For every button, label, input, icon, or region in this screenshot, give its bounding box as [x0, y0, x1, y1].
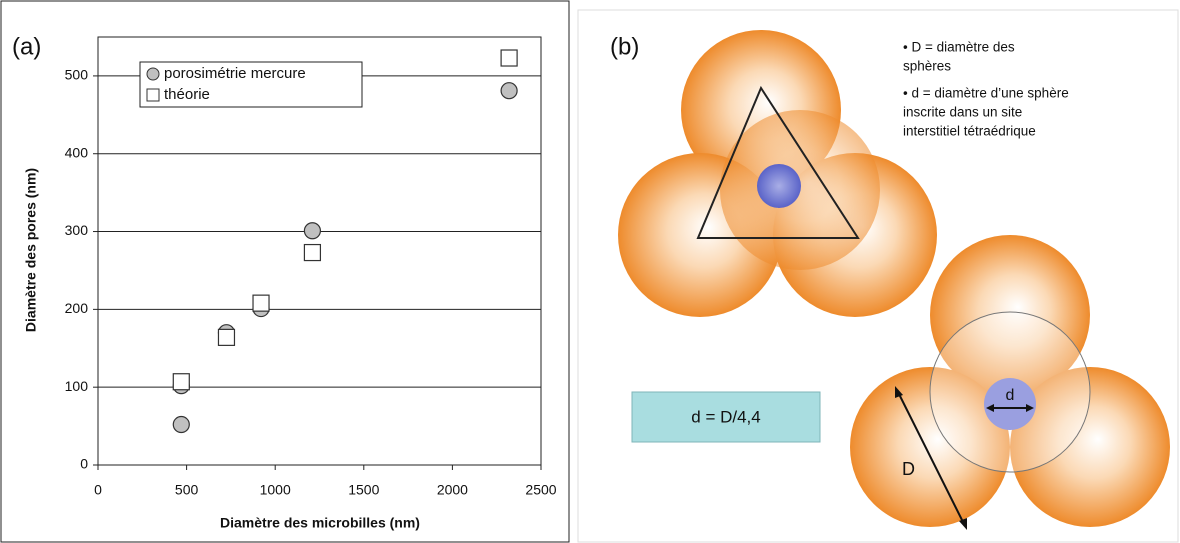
note-line: • d = diamètre d’une sphère — [903, 86, 1069, 101]
formula: d = D/4,4 — [691, 407, 760, 426]
y-tick-label: 0 — [80, 456, 88, 472]
legend-label: porosimétrie mercure — [164, 65, 306, 82]
point — [500, 49, 518, 67]
x-axis-label: Diamètre des microbilles (nm) — [220, 515, 420, 531]
arrow-head — [986, 404, 994, 412]
triangle — [696, 85, 860, 239]
legend-marker — [146, 67, 160, 81]
x-tick-label: 2500 — [525, 482, 556, 498]
point — [217, 328, 236, 346]
inner-sphere — [757, 164, 801, 208]
x-tick-label: 1500 — [348, 482, 379, 498]
x-tick-label: 2000 — [437, 482, 468, 498]
y-tick-label: 500 — [65, 67, 89, 83]
note-line: • D = diamètre des — [903, 40, 1015, 55]
x-tick-label: 1000 — [260, 482, 291, 498]
legend-label: théorie — [164, 86, 210, 103]
notes: • D = diamètre des sphères • d = diamètre … — [903, 40, 1069, 139]
point — [500, 82, 518, 100]
note-line: interstitiel tétraédrique — [903, 124, 1036, 139]
D-label: D — [902, 459, 915, 479]
d-label: d — [1006, 387, 1015, 404]
y-tick-label: 300 — [65, 222, 89, 238]
point — [252, 294, 270, 312]
panel-a-label: (a) — [12, 33, 41, 60]
sphere — [930, 235, 1090, 395]
y-axis-label: Diamètre des pores (nm) — [23, 168, 39, 332]
panel-b: (b) d D d = D/4,4 • D = diamètre des sphè… — [577, 9, 1179, 543]
point — [303, 222, 322, 240]
y-tick-label: 400 — [65, 144, 89, 160]
arrow-head — [1026, 404, 1034, 412]
sphere — [850, 367, 1010, 527]
arrow-head — [959, 518, 967, 530]
note-line: sphères — [903, 59, 951, 74]
x-tick-label: 0 — [94, 482, 102, 498]
note-line: inscrite dans un site — [903, 105, 1022, 120]
point — [303, 243, 322, 262]
y-tick-label: 200 — [65, 300, 89, 316]
D-arrow — [896, 389, 966, 527]
legend-marker — [146, 88, 160, 102]
inner-sphere — [984, 378, 1036, 430]
arrow-head — [895, 386, 903, 398]
y-tick-label: 100 — [65, 378, 89, 394]
point — [172, 415, 190, 434]
x-tick-label: 500 — [175, 482, 199, 498]
panel-a-frame — [0, 0, 570, 543]
sphere — [1010, 367, 1170, 527]
formula-box — [631, 391, 821, 443]
point — [172, 373, 190, 391]
legend — [139, 61, 363, 108]
panel-b-label: (b) — [610, 33, 639, 60]
